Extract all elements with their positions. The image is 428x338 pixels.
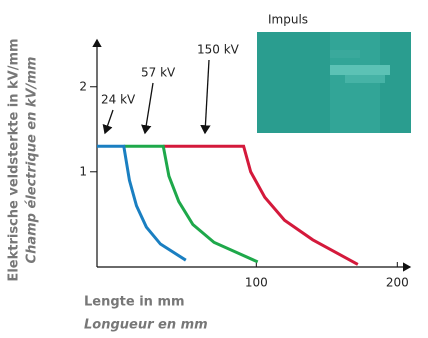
inset <box>257 32 411 133</box>
annotation: 150 kV <box>197 43 240 57</box>
y-label: Elektrische veldsterkte in kV/mm <box>7 38 22 281</box>
series-line <box>97 146 186 260</box>
series-line <box>163 146 358 264</box>
annotation: 57 kV <box>141 66 176 80</box>
annotation-arrow <box>145 83 153 133</box>
y-label: Champ électrique en kV/mm <box>25 57 40 264</box>
x-label: Longueur en mm <box>84 318 208 333</box>
chart: Impuls Elektrische veldsterkte in kV/mm … <box>0 0 428 338</box>
annotation-arrow <box>205 60 209 133</box>
y-tick-label: 1 <box>79 164 87 178</box>
inset-label: Impuls <box>268 13 308 27</box>
x-tick-label: 200 <box>386 276 409 290</box>
annotation: 24 kV <box>101 93 136 107</box>
annotation-arrow <box>105 110 113 133</box>
x-tick-label: 100 <box>245 276 268 290</box>
x-label: Lengte in mm <box>84 295 185 310</box>
series-line <box>124 146 258 262</box>
y-tick-label: 2 <box>79 79 87 93</box>
